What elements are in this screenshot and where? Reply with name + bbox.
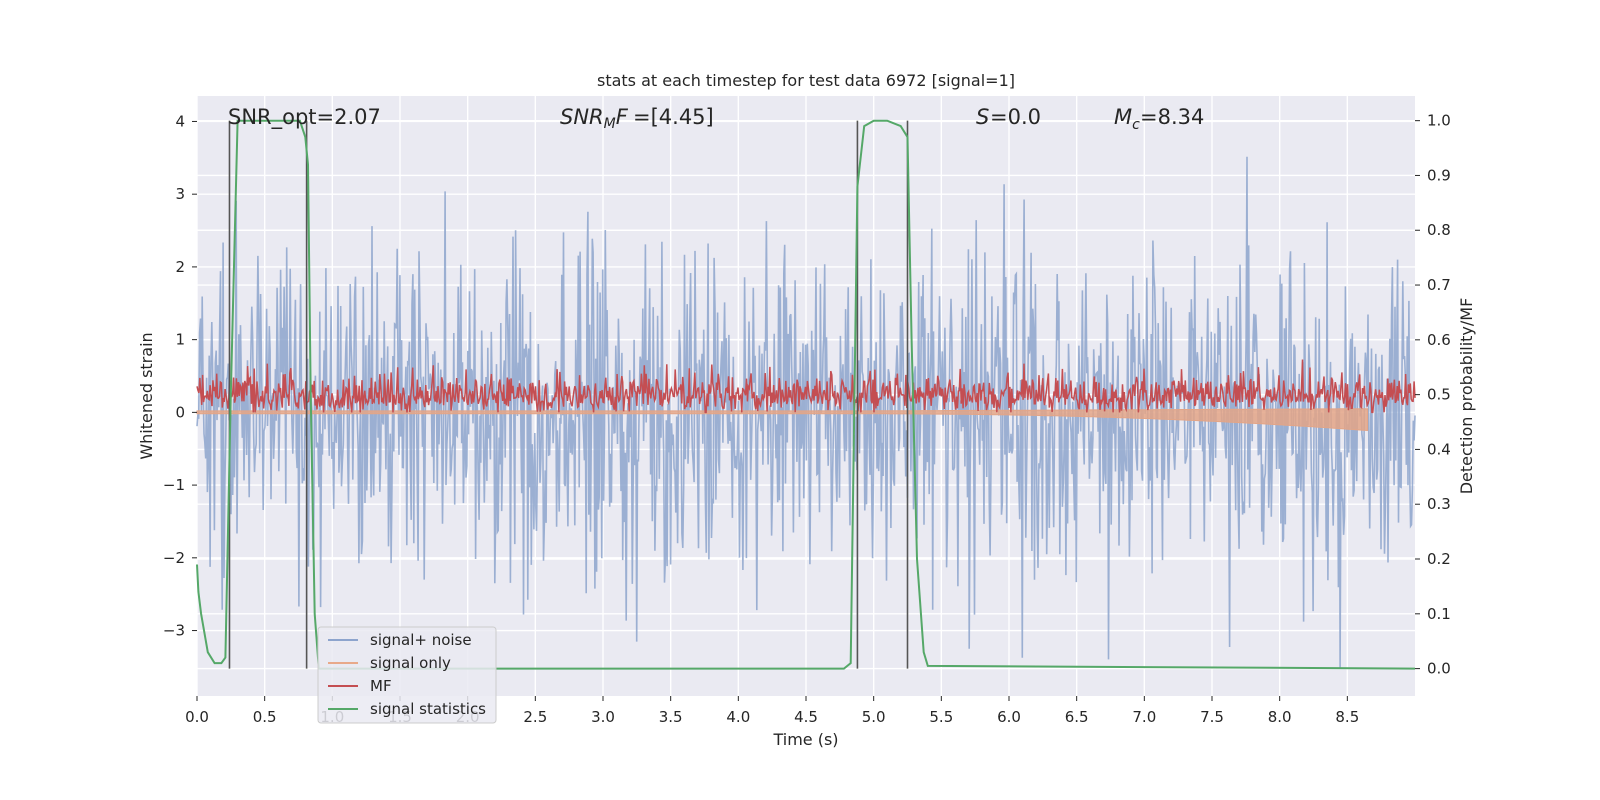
x-tick-label-12: 6.0 (997, 708, 1021, 726)
y-axis-label-right: Detection probability/MF (1457, 298, 1476, 495)
signal-noise-line (196, 156, 1416, 669)
signal-statistics-series (196, 119, 1416, 670)
legend: signal+ noise signal only MF signal stat… (317, 626, 497, 724)
legend-label-signal-only: signal only (370, 654, 451, 672)
yr-tick-label-2: 0.8 (1427, 221, 1451, 239)
legend-label-signal-statistics: signal statistics (370, 700, 486, 718)
x-tick-label-1: 0.5 (253, 708, 277, 726)
yl-tick-label-3: 1 (175, 331, 185, 349)
yr-tick-label-4: 0.6 (1427, 331, 1451, 349)
x-tick-label-15: 7.5 (1200, 708, 1224, 726)
x-tick-label-5: 2.5 (523, 708, 547, 726)
mf-line (196, 359, 1416, 414)
yr-tick-label-6: 0.4 (1427, 440, 1451, 458)
x-tick-label-11: 5.5 (929, 708, 953, 726)
x-axis-label: Time (s) (772, 730, 838, 749)
annotation-snr-mf: SNRMF =[4.45] (560, 105, 714, 132)
chart-title: stats at each timestep for test data 697… (597, 71, 1015, 90)
yl-tick-label-4: 0 (175, 403, 185, 421)
signal-only-line (196, 408, 1369, 432)
x-tick-label-0: 0.0 (185, 708, 209, 726)
x-tick-label-7: 3.5 (659, 708, 683, 726)
svg-text:SNRMF: SNRMF (560, 105, 629, 132)
legend-label-mf: MF (370, 677, 392, 695)
annotation-mc: Mc =8.34 (1114, 105, 1204, 133)
x-tick-label-16: 8.0 (1268, 708, 1292, 726)
yr-tick-label-3: 0.7 (1427, 276, 1451, 294)
y-axis-label-left: Whitened strain (137, 332, 156, 459)
signal-noise-series (196, 156, 1416, 669)
yl-tick-label-1: 3 (175, 185, 185, 203)
x-tick-label-14: 7.0 (1132, 708, 1156, 726)
yr-tick-label-9: 0.1 (1427, 605, 1451, 623)
mf-series (196, 359, 1416, 414)
yr-tick-label-8: 0.2 (1427, 550, 1451, 568)
svg-text:S: S (976, 105, 989, 129)
svg-text:=8.34: =8.34 (1140, 105, 1204, 129)
x-tick-label-13: 6.5 (1065, 708, 1089, 726)
yl-tick-label-6: −2 (163, 549, 185, 567)
x-tick-label-8: 4.0 (726, 708, 750, 726)
yr-tick-label-10: 0.0 (1427, 660, 1451, 678)
svg-text:=0.0: =0.0 (990, 105, 1041, 129)
yl-tick-label-0: 4 (175, 112, 185, 130)
yr-tick-label-0: 1.0 (1427, 112, 1451, 130)
legend-label-signal-noise: signal+ noise (370, 631, 472, 649)
x-tick-label-17: 8.5 (1335, 708, 1359, 726)
yr-tick-label-7: 0.3 (1427, 495, 1451, 513)
x-tick-label-9: 4.5 (794, 708, 818, 726)
annotation-snr-opt: SNR_opt=2.07 (228, 105, 381, 130)
annotation-s: S =0.0 (976, 105, 1041, 129)
x-tick-label-6: 3.0 (591, 708, 615, 726)
yr-tick-label-1: 0.9 (1427, 166, 1451, 184)
legend-box (317, 626, 497, 724)
yl-tick-label-2: 2 (175, 258, 185, 276)
yl-tick-label-5: −1 (163, 476, 185, 494)
x-tick-label-10: 5.0 (862, 708, 886, 726)
signal-only-series (196, 408, 1369, 432)
yr-tick-label-5: 0.5 (1427, 386, 1451, 404)
svg-text:=[4.45]: =[4.45] (633, 105, 714, 129)
signal-statistics-line (196, 119, 1416, 670)
yl-tick-label-7: −3 (163, 622, 185, 640)
